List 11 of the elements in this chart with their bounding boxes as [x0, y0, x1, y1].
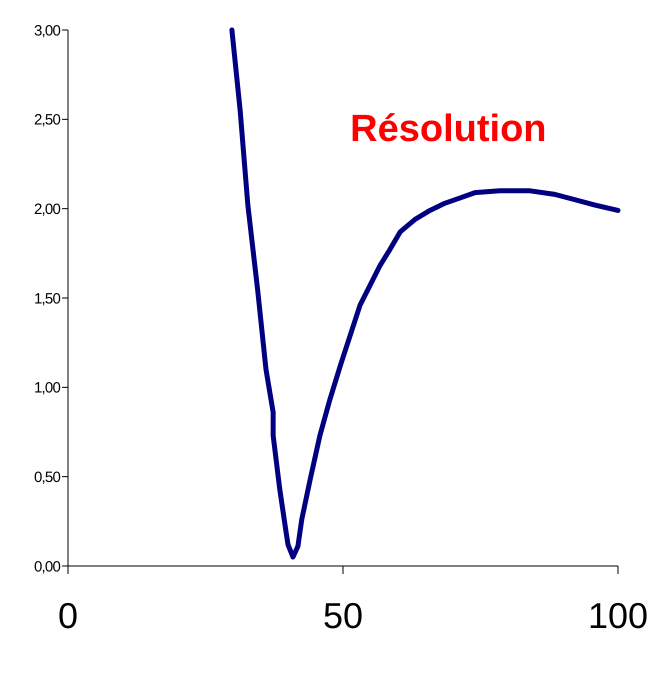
y-tick-label: 1,00	[34, 380, 60, 397]
y-tick-label: 2,50	[34, 112, 60, 129]
y-tick-label: 0,00	[34, 558, 60, 576]
y-tick-label: 3,00	[34, 22, 60, 40]
text: Résolution	[350, 108, 546, 150]
y-tick-label: 0,50	[34, 468, 60, 486]
y-tick-label: 2,00	[34, 200, 60, 218]
y-tick-label: 1,50	[34, 290, 60, 308]
x-tick-label: 100	[588, 595, 648, 636]
x-tick-label: 0	[58, 595, 78, 636]
x-tick-label: 50	[322, 595, 364, 636]
